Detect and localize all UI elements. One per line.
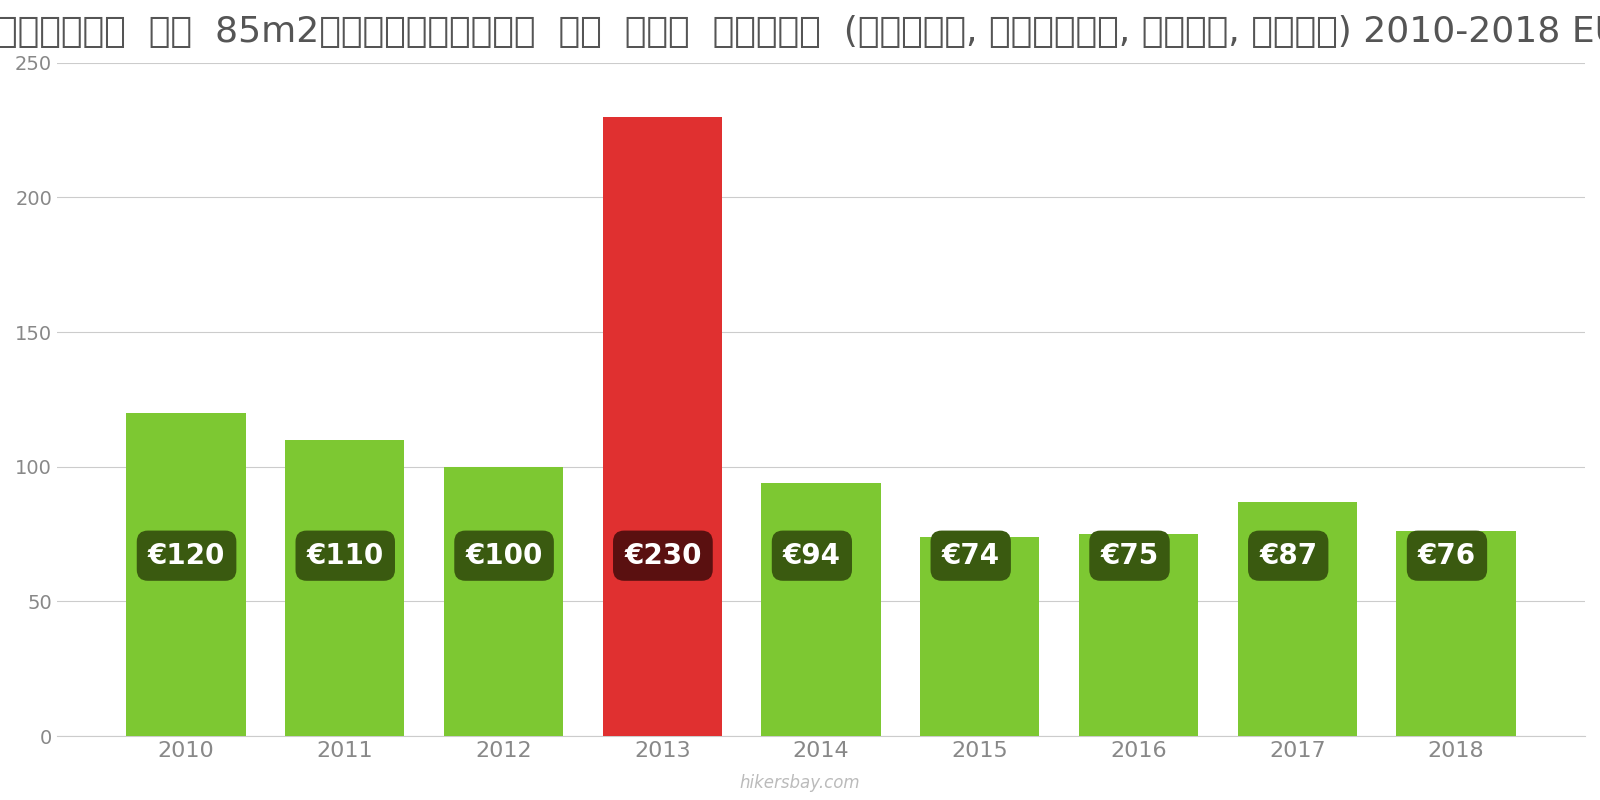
Bar <box>1238 502 1357 736</box>
Bar <box>126 413 245 736</box>
Bar <box>920 537 1040 736</box>
Text: €120: €120 <box>147 542 226 570</box>
Text: hikersbay.com: hikersbay.com <box>739 774 861 792</box>
Bar <box>285 440 405 736</box>
Text: €87: €87 <box>1259 542 1317 570</box>
Text: €74: €74 <box>942 542 1000 570</box>
Text: €230: €230 <box>624 542 702 570</box>
Bar <box>443 467 563 736</box>
Text: €75: €75 <box>1101 542 1158 570</box>
Text: €94: €94 <box>782 542 842 570</box>
Bar <box>603 117 722 736</box>
Text: €110: €110 <box>307 542 384 570</box>
Text: €100: €100 <box>466 542 542 570</box>
Text: €76: €76 <box>1418 542 1477 570</box>
Title: माल्टा  एक  85m2अपार्टमेंट  के  लिए  शुल्क  (बिजली, हीटिंग, पानी, कचरा) 2010-201: माल्टा एक 85m2अपार्टमेंट के लिए शुल्क (ब… <box>0 15 1600 49</box>
Bar <box>762 483 880 736</box>
Bar <box>1397 531 1515 736</box>
Bar <box>1078 534 1198 736</box>
